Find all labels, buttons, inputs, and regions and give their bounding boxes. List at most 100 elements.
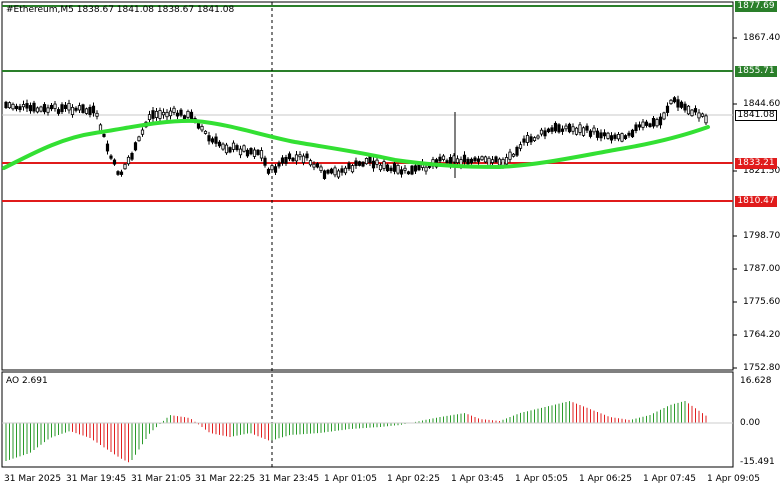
symbol-header: #Ethereum,M5 1838.67 1841.08 1838.67 184… — [6, 5, 235, 15]
candle-body — [63, 104, 68, 109]
price-tick-3: 1821.50 — [743, 166, 781, 176]
price-tick-2: 1844.60 — [743, 99, 781, 109]
candle-body — [242, 145, 246, 152]
candle-body — [224, 144, 229, 154]
candle-body — [347, 163, 351, 169]
candle-body — [333, 167, 337, 176]
candle-body — [60, 104, 64, 113]
candle-body — [497, 158, 502, 166]
candle-body — [571, 126, 575, 132]
candle-body — [382, 161, 386, 169]
ao-header: AO 2.691 — [6, 376, 48, 386]
candle-body — [74, 107, 78, 111]
candle-body — [123, 163, 127, 170]
candle-body — [648, 123, 652, 128]
candle-body — [487, 157, 491, 167]
candle-body — [693, 108, 698, 113]
candle-body — [469, 158, 474, 164]
candle-body — [630, 129, 635, 138]
candle-body — [417, 164, 421, 171]
candle-body — [581, 127, 586, 136]
time-label-5: 31 Mar 23:45 — [259, 474, 320, 484]
candle-body — [616, 134, 621, 140]
candle-body — [473, 157, 477, 162]
candle-body — [238, 148, 243, 156]
candle-body — [203, 130, 208, 134]
candle-body — [700, 113, 705, 117]
candle-body — [522, 138, 526, 143]
candle-body — [627, 132, 631, 136]
candle-body — [364, 158, 369, 165]
candle-body — [95, 112, 99, 117]
candle-body — [133, 142, 138, 151]
mid-level-tag: 1833.21 — [735, 158, 777, 169]
candle-body — [578, 124, 582, 133]
candle-body — [683, 103, 687, 111]
candle-body — [518, 144, 523, 149]
candle-body — [130, 152, 134, 160]
candle-body — [70, 106, 75, 115]
top-level-tag: 1877.69 — [735, 1, 777, 12]
candle-body — [88, 106, 92, 115]
candle-body — [504, 157, 509, 165]
candle-body — [637, 124, 642, 128]
candle-body — [623, 135, 628, 140]
candle-body — [189, 111, 194, 121]
candle-body — [161, 111, 166, 116]
time-label-11: 1 Apr 07:45 — [643, 474, 696, 484]
candle-body — [574, 127, 579, 135]
candle-body — [368, 156, 372, 164]
candle-body — [371, 160, 376, 169]
current-price-tag: 1841.08 — [735, 110, 777, 121]
candle-body — [658, 116, 663, 126]
time-label-10: 1 Apr 06:25 — [579, 474, 632, 484]
candle-body — [662, 112, 666, 120]
price-tick-6: 1775.60 — [743, 297, 781, 307]
candle-body — [207, 135, 211, 142]
candle-body — [553, 122, 558, 132]
candle-body — [361, 161, 365, 167]
candle-body — [81, 104, 85, 113]
ao-histogram — [5, 401, 707, 463]
time-label-4: 31 Mar 22:25 — [195, 474, 256, 484]
candle-body — [560, 128, 565, 132]
candle-body — [137, 136, 141, 142]
upper-level-tag: 1855.71 — [735, 66, 777, 77]
candle-body — [690, 109, 694, 117]
candle-body — [291, 157, 295, 162]
candle-body — [602, 132, 607, 137]
candle-body — [77, 105, 82, 111]
candle-body — [511, 153, 516, 157]
price-tick-1: 1867.40 — [743, 33, 781, 43]
candle-body — [179, 109, 183, 116]
candle-body — [28, 105, 33, 112]
candle-body — [480, 156, 484, 161]
candle-body — [588, 130, 593, 137]
candle-body — [385, 164, 390, 172]
candle-body — [305, 153, 309, 159]
candle-body — [14, 105, 19, 110]
candle-body — [539, 129, 544, 135]
candle-body — [312, 163, 316, 168]
candle-body — [294, 154, 299, 162]
time-label-2: 31 Mar 19:45 — [66, 474, 127, 484]
candle-body — [378, 164, 383, 171]
candle-body — [25, 103, 29, 109]
candle-body — [259, 150, 264, 159]
candle-body — [592, 127, 596, 133]
candle-body — [91, 105, 96, 114]
candle-body — [53, 103, 57, 109]
candle-body — [651, 117, 656, 127]
candle-body — [550, 127, 554, 132]
candle-body — [585, 125, 589, 131]
candle-body — [49, 104, 54, 110]
candle-body — [508, 151, 512, 160]
candle-body — [326, 169, 330, 174]
candle-body — [158, 110, 162, 119]
candle-body — [441, 155, 446, 160]
candle-body — [252, 149, 257, 157]
candle-body — [11, 103, 15, 110]
candle-body — [231, 142, 236, 150]
candle-body — [455, 158, 460, 163]
